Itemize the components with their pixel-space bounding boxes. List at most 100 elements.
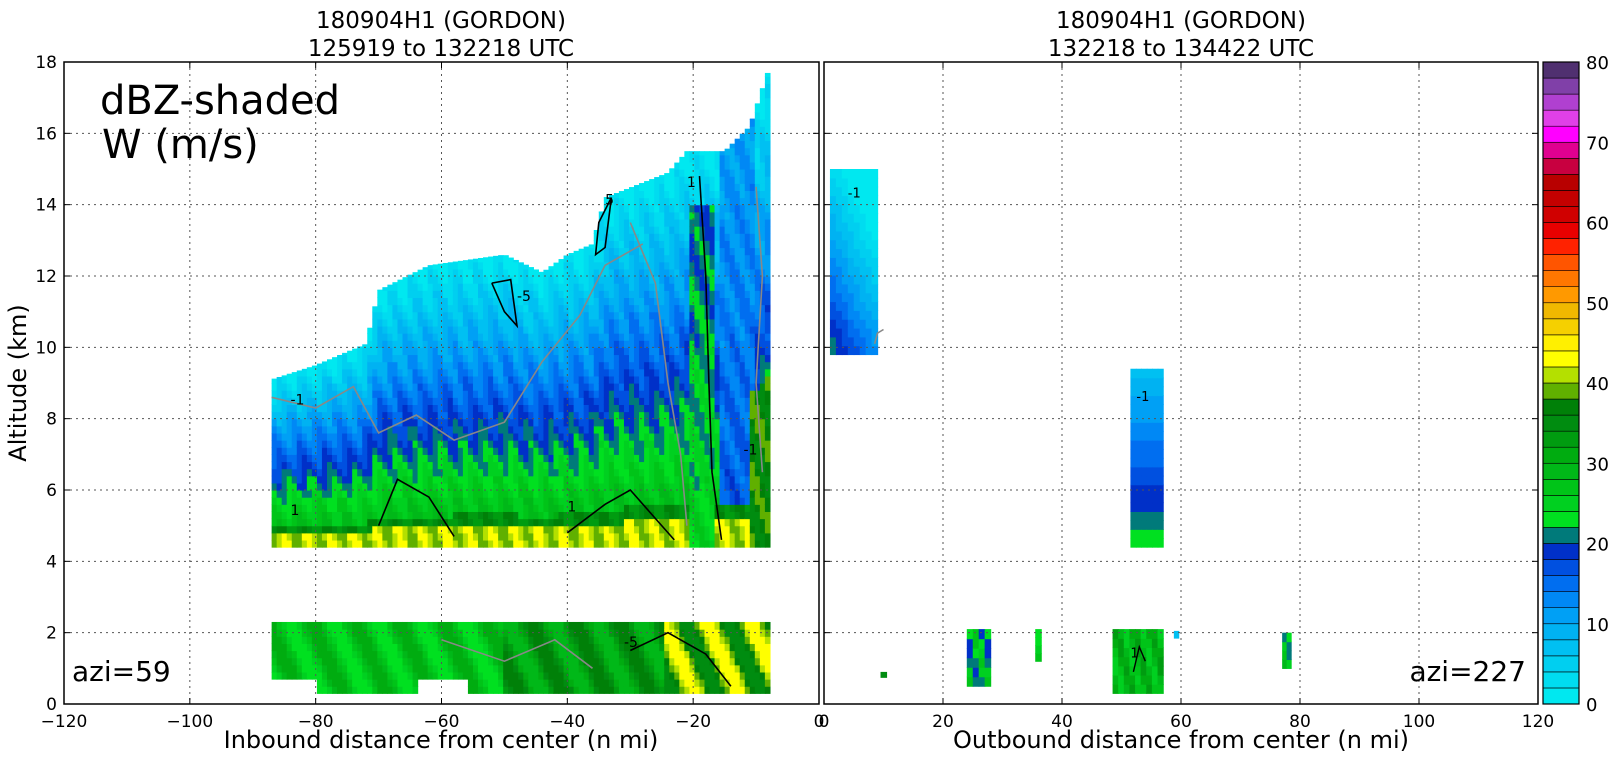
reflectivity-cell [734,204,741,213]
reflectivity-cell [442,657,449,666]
reflectivity-cell [654,177,660,184]
reflectivity-cell [462,268,469,277]
reflectivity-cell [332,383,338,391]
reflectivity-cell [407,679,414,687]
reflectivity-cell [432,354,439,363]
reflectivity-cell [377,671,383,680]
reflectivity-cell [724,276,731,284]
reflectivity-cell [744,133,751,142]
reflectivity-cell [457,518,464,527]
reflectivity-cell [749,440,756,448]
reflectivity-cell [694,404,701,413]
reflectivity-cell [734,176,741,184]
reflectivity-cell [583,490,590,498]
reflectivity-cell [593,340,600,348]
reflectivity-cell [407,390,414,398]
reflectivity-cell [603,629,610,637]
reflectivity-cell [588,390,595,398]
reflectivity-cell [387,679,394,687]
reflectivity-cell [593,497,600,505]
reflectivity-cell [739,447,746,455]
reflectivity-cell [533,361,539,370]
reflectivity-cell [352,482,358,491]
reflectivity-cell [342,636,348,644]
reflectivity-cell [488,361,494,370]
reflectivity-cell [493,497,499,505]
reflectivity-cell [659,650,665,659]
reflectivity-cell [724,539,731,548]
reflectivity-cell [739,440,746,448]
reflectivity-cell [754,318,761,327]
reflectivity-cell [764,297,771,306]
reflectivity-cell [352,368,358,377]
reflectivity-cell [729,176,736,184]
reflectivity-cell [749,304,756,313]
reflectivity-cell [568,497,575,505]
reflectivity-cell [392,679,399,687]
reflectivity-cell [689,318,696,327]
reflectivity-cell [367,447,373,455]
reflectivity-cell [603,368,610,377]
reflectivity-cell [422,276,429,284]
reflectivity-cell [709,375,716,384]
reflectivity-cell [684,325,690,334]
reflectivity-cell [588,425,595,434]
reflectivity-cell [639,475,645,484]
reflectivity-cell [739,525,746,534]
reflectivity-cell [593,490,600,498]
reflectivity-cell [618,679,625,687]
reflectivity-cell [332,504,338,512]
reflectivity-cell [417,518,424,527]
reflectivity-cell [719,340,726,348]
reflectivity-cell [543,440,550,448]
reflectivity-cell [543,368,550,377]
reflectivity-cell [332,461,338,470]
reflectivity-cell [664,525,670,534]
reflectivity-cell [553,518,560,527]
reflectivity-cell [508,418,514,427]
reflectivity-cell [618,411,625,420]
reflectivity-cell [447,318,454,327]
reflectivity-cell [628,254,635,263]
reflectivity-cell [467,629,474,637]
reflectivity-cell [442,432,449,441]
reflectivity-cell [608,621,615,630]
reflectivity-cell [764,240,771,249]
reflectivity-cell [427,643,434,652]
reflectivity-cell [749,525,756,534]
reflectivity-cell [654,475,660,484]
reflectivity-cell [477,539,484,548]
reflectivity-cell [573,539,580,548]
reflectivity-cell [538,621,545,630]
reflectivity-cell [548,368,555,377]
reflectivity-cell [452,325,459,334]
reflectivity-cell [679,497,685,505]
reflectivity-cell [679,679,685,687]
reflectivity-cell [407,454,414,463]
reflectivity-cell [528,539,534,548]
reflectivity-cell [321,440,328,448]
reflectivity-cell [548,490,555,498]
reflectivity-cell [598,333,605,341]
reflectivity-cell [316,440,323,448]
reflectivity-cell [634,190,640,199]
reflectivity-cell [734,147,741,156]
reflectivity-cell [563,629,570,637]
reflectivity-cell [588,629,595,637]
reflectivity-cell [669,268,675,277]
reflectivity-cell [588,254,595,263]
reflectivity-cell [558,283,565,291]
reflectivity-cell [669,679,675,687]
reflectivity-cell [397,490,404,498]
reflectivity-cell [744,233,751,241]
reflectivity-cell [593,354,600,363]
reflectivity-cell [437,518,444,527]
reflectivity-cell [618,686,625,694]
reflectivity-cell [447,629,454,637]
reflectivity-cell [669,218,675,227]
reflectivity-cell [674,539,680,548]
reflectivity-cell [271,518,278,527]
reflectivity-cell [628,347,635,356]
reflectivity-cell [332,475,338,484]
reflectivity-cell [684,468,690,477]
